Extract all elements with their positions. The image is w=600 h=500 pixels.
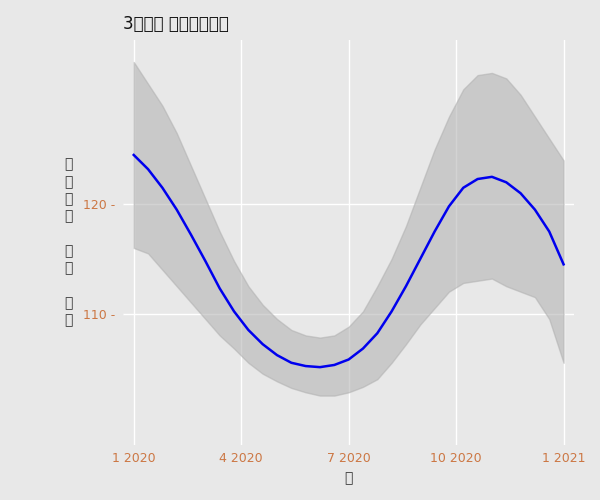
X-axis label: 月: 月 — [344, 471, 353, 485]
Text: 買
取
相
場

単
位

万
円: 買 取 相 場 単 位 万 円 — [65, 158, 73, 328]
Text: 3年落ち 買取相場推移: 3年落ち 買取相場推移 — [123, 15, 229, 33]
